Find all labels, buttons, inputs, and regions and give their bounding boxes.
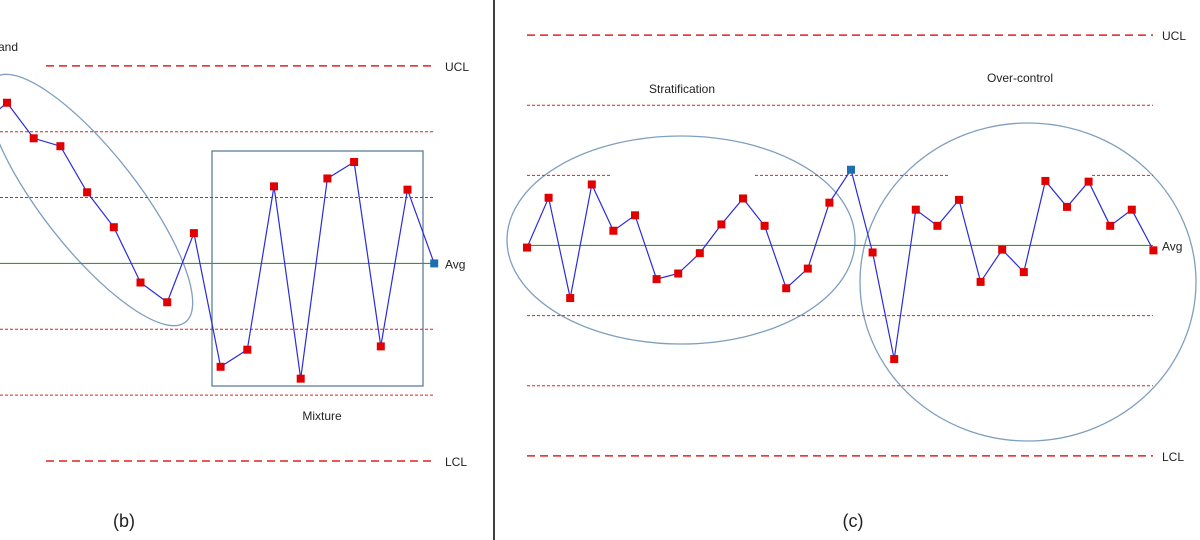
annotation: Stratification bbox=[649, 82, 715, 96]
data-point bbox=[1041, 176, 1050, 185]
data-point bbox=[243, 345, 252, 354]
data-point bbox=[609, 226, 618, 235]
stratification-ellipse bbox=[506, 135, 856, 345]
limit-label: UCL bbox=[1162, 29, 1186, 43]
data-point bbox=[296, 374, 305, 383]
data-point bbox=[56, 142, 65, 151]
data-point bbox=[430, 259, 439, 268]
data-point bbox=[523, 243, 531, 252]
data-point bbox=[674, 269, 683, 278]
data-point bbox=[376, 342, 385, 351]
mixture-box bbox=[211, 150, 424, 387]
data-point bbox=[652, 275, 661, 284]
data-point bbox=[1149, 246, 1158, 255]
limit-label: Avg bbox=[1162, 240, 1182, 254]
data-point bbox=[566, 294, 575, 303]
data-point bbox=[868, 248, 877, 257]
data-point bbox=[1063, 202, 1071, 211]
annotation: and bbox=[0, 40, 18, 54]
data-point bbox=[1019, 268, 1028, 277]
annotation: Mixture bbox=[302, 409, 342, 423]
data-point bbox=[587, 180, 596, 189]
annotation: Over-control bbox=[987, 71, 1053, 85]
data-point bbox=[760, 221, 769, 230]
data-point bbox=[544, 193, 553, 202]
data-point bbox=[803, 264, 812, 273]
data-point bbox=[717, 220, 726, 229]
data-point bbox=[631, 211, 639, 220]
data-point bbox=[270, 182, 278, 191]
data-point bbox=[955, 195, 963, 204]
data-point bbox=[1127, 205, 1136, 214]
data-point bbox=[998, 245, 1007, 254]
data-point bbox=[350, 158, 359, 166]
data-point bbox=[136, 278, 145, 287]
data-point bbox=[695, 249, 704, 258]
data-point bbox=[29, 134, 38, 143]
panel-caption: (b) bbox=[113, 511, 135, 531]
trend-ellipse bbox=[0, 73, 194, 327]
data-point bbox=[1106, 221, 1115, 230]
data-point bbox=[825, 198, 834, 207]
data-point bbox=[976, 277, 985, 286]
limit-label: LCL bbox=[1162, 450, 1184, 464]
overcontrol-ellipse bbox=[859, 122, 1197, 442]
limit-label: LCL bbox=[445, 455, 467, 469]
data-point bbox=[109, 223, 118, 232]
data-point bbox=[163, 298, 172, 307]
data-point bbox=[933, 221, 942, 230]
data-point bbox=[216, 362, 225, 371]
data-point bbox=[1084, 177, 1093, 186]
data-line bbox=[0, 101, 435, 379]
data-point bbox=[911, 205, 920, 214]
data-point bbox=[739, 194, 747, 203]
panel-caption: (c) bbox=[843, 511, 864, 531]
data-point bbox=[890, 355, 899, 364]
data-point bbox=[83, 188, 92, 197]
data-point bbox=[782, 284, 791, 293]
data-point bbox=[403, 185, 412, 194]
limit-label: Avg bbox=[445, 258, 465, 272]
data-point bbox=[3, 98, 11, 107]
limit-label: UCL bbox=[445, 60, 469, 74]
data-point bbox=[323, 174, 332, 183]
data-point bbox=[189, 229, 198, 238]
data-point bbox=[847, 165, 855, 174]
